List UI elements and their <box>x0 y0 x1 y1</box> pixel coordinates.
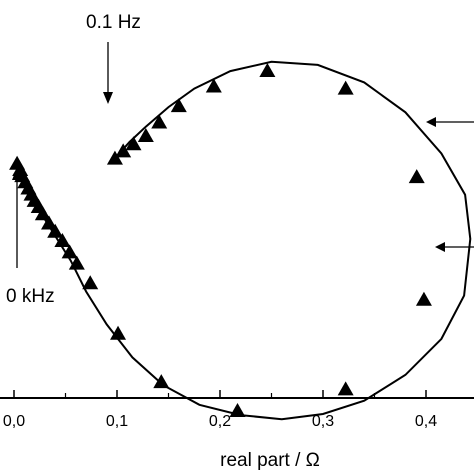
data-point-marker <box>205 78 222 93</box>
data-point-marker <box>259 63 276 78</box>
x-tick-label: 0,2 <box>209 413 231 430</box>
x-ticks: 0,0 0,1 0,2 0,3 0,4 <box>3 390 437 430</box>
data-point-marker <box>115 143 132 158</box>
x-tick-label: 0,3 <box>312 413 334 430</box>
arrow-low-frequency-head <box>103 92 113 104</box>
x-tick-label: 0,1 <box>106 413 128 430</box>
data-point-marker <box>82 275 99 290</box>
data-point-marker <box>34 206 51 221</box>
data-point-marker <box>337 80 354 95</box>
marker-layer <box>9 63 432 417</box>
curve-layer <box>19 60 472 421</box>
data-point-marker <box>61 244 78 259</box>
fit-curve <box>19 60 472 421</box>
data-point-marker <box>41 215 58 230</box>
data-point-marker <box>137 127 154 142</box>
data-point-marker <box>151 114 168 129</box>
data-point-marker <box>408 169 425 184</box>
data-point-marker <box>54 233 71 248</box>
x-tick-label: 0,0 <box>3 413 25 430</box>
data-point-marker <box>106 150 123 165</box>
data-point-marker <box>47 223 64 238</box>
data-point-marker <box>337 381 354 396</box>
side-arrow-lower-head <box>435 242 445 252</box>
x-tick-label: 0,4 <box>415 413 437 430</box>
data-point-marker <box>153 374 170 389</box>
data-point-marker <box>110 325 127 340</box>
arrow-high-frequency-head <box>12 168 22 180</box>
side-arrow-upper-head <box>426 117 436 127</box>
data-point-marker <box>229 402 246 417</box>
data-point-marker <box>170 98 187 113</box>
annotation-low-frequency: 0.1 Hz <box>86 12 141 33</box>
annotation-high-frequency: 0 kHz <box>6 286 55 307</box>
data-point-marker <box>68 255 85 270</box>
x-axis-title: real part / Ω <box>220 450 320 471</box>
data-point-marker <box>415 291 432 306</box>
data-point-marker <box>125 136 142 151</box>
